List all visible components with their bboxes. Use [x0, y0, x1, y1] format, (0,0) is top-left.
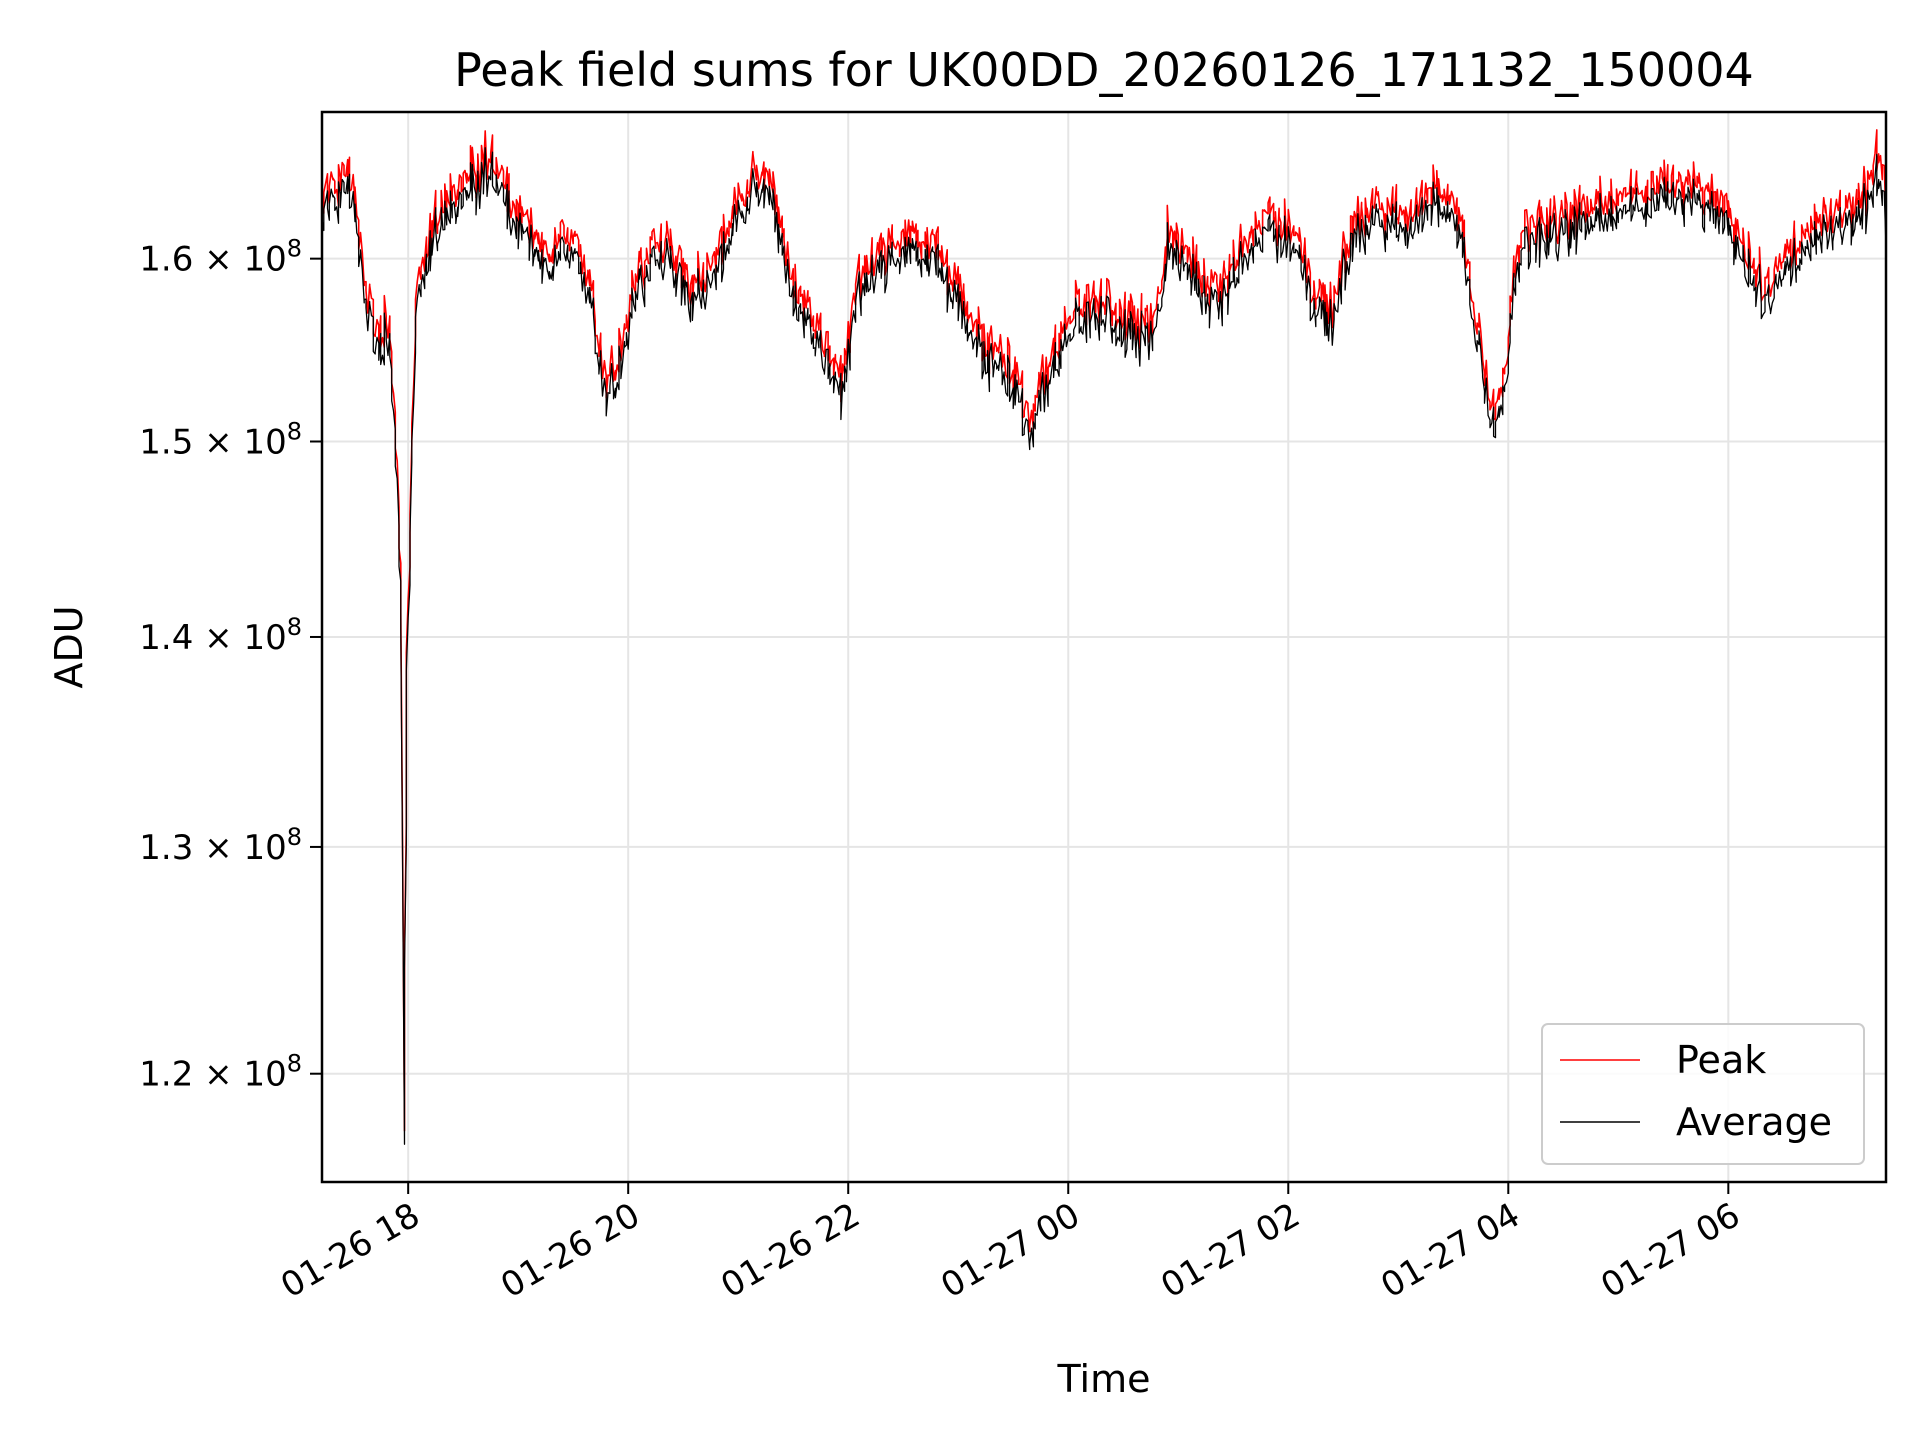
series-lines	[321, 129, 1887, 1145]
y-tick-label: 1.6 × 108	[139, 235, 302, 280]
legend-label-average: Average	[1676, 1100, 1832, 1144]
y-axis-label: ADU	[47, 605, 91, 688]
legend-label-peak: Peak	[1676, 1038, 1766, 1082]
series-line-average	[321, 147, 1887, 1145]
plot-area-frame	[320, 110, 1888, 1184]
y-tick-label: 1.4 × 108	[139, 613, 302, 658]
legend: Peak Average	[1541, 1023, 1865, 1165]
chart-title: Peak field sums for UK00DD_20260126_1711…	[454, 43, 1754, 97]
y-axis-ticks: 1.2 × 108 1.3 × 108 1.4 × 108 1.5 × 108 1.6 …	[139, 235, 322, 1095]
y-tick-label: 1.2 × 108	[139, 1050, 302, 1095]
gridlines	[322, 112, 1886, 1182]
y-tick-label: 1.5 × 108	[139, 418, 302, 463]
series-line-peak	[321, 129, 1887, 1132]
y-tick-label: 1.3 × 108	[139, 823, 302, 868]
x-axis-label: Time	[1057, 1357, 1151, 1401]
legend-box	[1541, 1023, 1865, 1165]
